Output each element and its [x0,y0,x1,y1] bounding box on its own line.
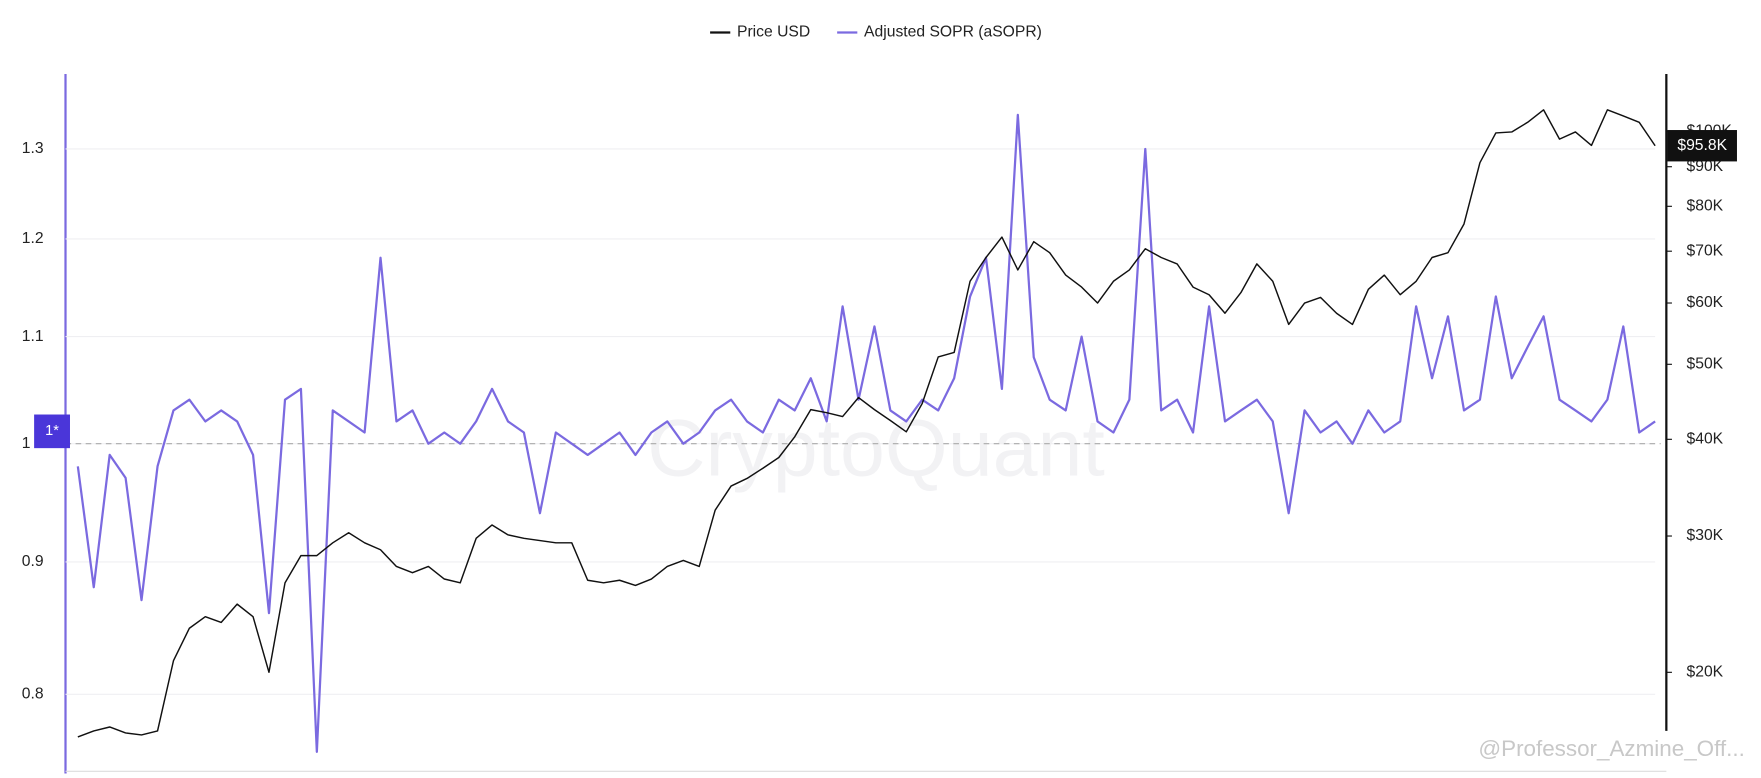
y-tick-label: 0.8 [22,685,44,702]
y-tick-label: 1.2 [22,230,44,247]
legend-label: Adjusted SOPR (aSOPR) [864,24,1042,41]
reference-label: 1* [45,423,59,439]
y-tick-label: 1 [22,435,31,452]
y-tick-label: 1.1 [22,328,44,345]
y2-tick-label: $50K [1687,355,1724,372]
series-line [77,109,1656,738]
y2-tick-label: $60K [1687,294,1724,311]
legend-label: Price USD [737,24,810,41]
y2-tick-label: $20K [1687,663,1724,680]
last-value-label: $95.8K [1677,137,1727,154]
y2-tick-label: $70K [1687,242,1724,259]
y2-tick-label: $80K [1687,197,1724,214]
y-tick-label: 1.3 [22,140,44,157]
last-value-tag [1667,130,1737,162]
y2-tick-label: $40K [1687,430,1724,447]
y-tick-label: 0.9 [22,553,44,570]
series-line [76,113,1656,754]
reference-tag [34,414,70,449]
watermark: CryptoQuant [647,403,1105,493]
y2-tick-label: $90K [1687,158,1724,175]
y2-tick-label: $30K [1687,527,1724,544]
credit: @Professor_Azmine_Off... [1478,736,1744,761]
